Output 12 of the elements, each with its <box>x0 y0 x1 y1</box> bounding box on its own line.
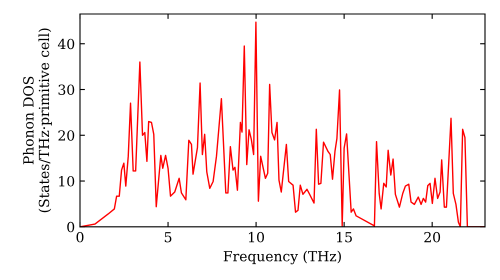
y-tick-label: 40 <box>58 38 74 50</box>
y-tick-label: 30 <box>58 84 74 95</box>
x-tick-label: 5 <box>164 232 172 242</box>
y-tick-label: 10 <box>59 176 74 187</box>
x-tick-label: 0 <box>76 232 84 242</box>
y-tick-label: 0 <box>67 222 74 232</box>
x-tick-label: 10 <box>248 232 264 242</box>
x-tick-label: 15 <box>336 232 352 242</box>
y-tick-label: 20 <box>58 130 74 141</box>
y-axis-title: Phonon DOS (States/THz·primitive cell) <box>22 28 52 212</box>
x-tick-label: 20 <box>424 232 440 242</box>
x-axis-title: Frequency (THz) <box>224 250 341 264</box>
